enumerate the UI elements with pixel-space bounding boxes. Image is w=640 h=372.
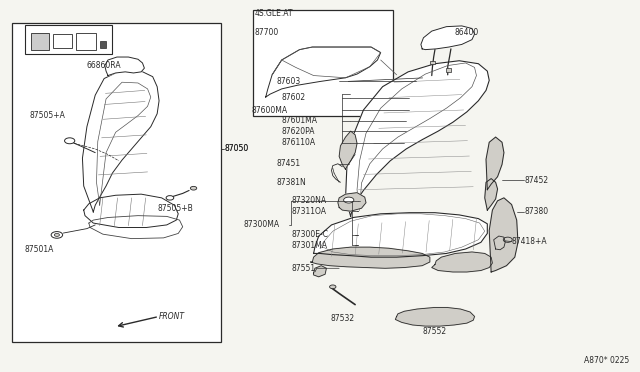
Bar [100,41,106,48]
Ellipse shape [51,232,63,238]
Ellipse shape [344,197,354,203]
Bar [253,10,394,116]
Polygon shape [484,179,497,210]
Polygon shape [493,236,505,250]
Text: 87603: 87603 [276,77,301,86]
Text: 86400: 86400 [454,28,478,37]
Polygon shape [314,266,326,277]
Text: 87311OA: 87311OA [292,207,327,216]
Text: 87601MA: 87601MA [282,116,317,125]
Polygon shape [314,213,487,257]
Text: 87050: 87050 [224,144,248,153]
Text: 87620PA: 87620PA [282,126,315,136]
Ellipse shape [503,237,512,242]
Polygon shape [105,57,145,76]
Polygon shape [310,247,430,268]
Ellipse shape [330,285,336,289]
Text: 87700: 87700 [255,28,279,37]
Text: 87418+A: 87418+A [511,237,547,246]
Text: 87505+A: 87505+A [29,111,65,120]
Polygon shape [84,194,178,228]
Text: 87501A: 87501A [25,244,54,253]
Text: 87381N: 87381N [276,178,307,187]
Text: 87452: 87452 [524,176,548,185]
Polygon shape [339,131,357,169]
Bar [12,23,221,341]
Polygon shape [421,26,474,49]
Bar [430,61,435,64]
Bar [53,34,72,48]
Polygon shape [489,198,518,272]
Text: 87505+B: 87505+B [157,204,193,213]
Polygon shape [83,69,159,212]
Text: 87451: 87451 [276,159,301,168]
Text: 876110A: 876110A [282,138,316,147]
Bar [31,33,49,49]
Polygon shape [338,193,366,211]
Polygon shape [486,137,504,190]
Polygon shape [266,47,381,97]
Text: 87602: 87602 [282,93,306,102]
Text: 87552: 87552 [422,327,446,336]
Bar [25,25,113,54]
Text: 87380: 87380 [524,208,548,217]
Text: 87300MA: 87300MA [243,221,280,230]
Text: FRONT: FRONT [159,312,185,321]
Bar [446,68,451,72]
Polygon shape [346,61,489,217]
Text: 4S.GLE.AT: 4S.GLE.AT [255,9,293,18]
Text: 87301MA: 87301MA [292,241,328,250]
Text: 87551: 87551 [292,264,316,273]
Ellipse shape [166,196,173,200]
Text: 87050: 87050 [224,144,248,153]
Text: 87600MA: 87600MA [251,106,287,115]
Text: 66860RA: 66860RA [87,61,122,70]
Text: 87320NA: 87320NA [292,196,327,205]
Text: A870* 0225: A870* 0225 [584,356,630,365]
Ellipse shape [65,138,75,144]
Polygon shape [432,252,492,272]
Text: 87300E-C: 87300E-C [292,230,329,240]
Bar [76,33,97,49]
Ellipse shape [190,186,196,190]
Ellipse shape [54,234,60,236]
Text: 87532: 87532 [330,314,355,323]
Polygon shape [396,308,474,326]
